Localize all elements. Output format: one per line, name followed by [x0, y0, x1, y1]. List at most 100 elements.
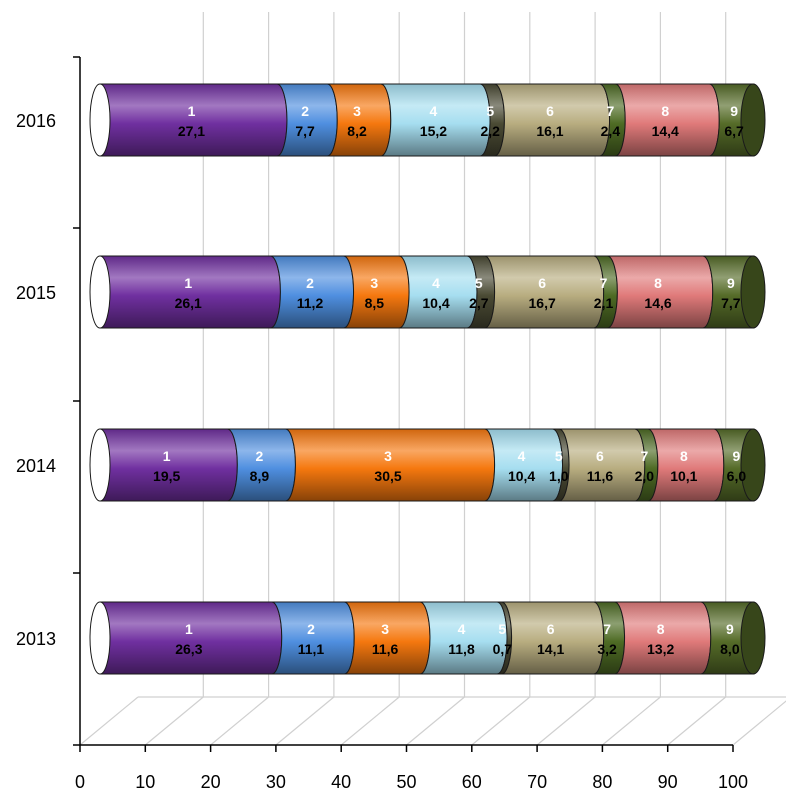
- segment-series-label: 4: [432, 275, 440, 291]
- segment-2014-3: [285, 428, 496, 502]
- segment-series-label: 6: [538, 275, 546, 291]
- segment-series-label: 3: [370, 275, 378, 291]
- segment-value-label: 14,6: [644, 295, 671, 311]
- segment-series-label: 3: [353, 103, 361, 119]
- segment-value-label: 19,5: [153, 468, 180, 484]
- segment-series-label: 8: [680, 448, 688, 464]
- cylinder-end-cap: [740, 428, 766, 502]
- segment-value-label: 16,7: [529, 295, 556, 311]
- segment-value-label: 0,7: [493, 641, 513, 657]
- segment-2013-6: [501, 601, 605, 675]
- segment-series-label: 8: [661, 103, 669, 119]
- x-tick-label: 70: [527, 772, 547, 790]
- segment-2016-6: [494, 83, 611, 157]
- floor-gridline: [210, 696, 269, 746]
- cylinder-end-cap: [740, 255, 766, 329]
- x-tick-label: 40: [331, 772, 351, 790]
- cylinder-end-cap: [740, 83, 766, 157]
- segment-series-label: 5: [555, 448, 563, 464]
- bar-2015: [89, 255, 766, 329]
- floor-gridline: [144, 696, 204, 746]
- cylinder-left-edge: [89, 83, 101, 157]
- segment-value-label: 11,1: [298, 641, 325, 657]
- segment-series-label: 1: [163, 448, 171, 464]
- segment-series-label: 7: [640, 448, 648, 464]
- segment-2016-8: [615, 83, 720, 157]
- segment-2016-3: [327, 83, 392, 157]
- segment-value-label: 8,9: [250, 468, 270, 484]
- segment-2016-1: [99, 83, 288, 157]
- segment-series-label: 1: [188, 103, 196, 119]
- segment-value-label: 7,7: [721, 295, 741, 311]
- segment-value-label: 11,6: [587, 468, 614, 484]
- segment-value-label: 14,1: [537, 641, 564, 657]
- floor-gridline: [275, 696, 335, 746]
- segment-series-label: 2: [301, 103, 309, 119]
- segment-series-label: 4: [518, 448, 526, 464]
- floor-gridline: [602, 696, 661, 746]
- x-tick-label: 0: [75, 772, 85, 790]
- segment-series-label: 7: [606, 103, 614, 119]
- segment-series-label: 9: [727, 275, 735, 291]
- segment-series-label: 5: [498, 621, 506, 637]
- segment-value-label: 8,0: [720, 641, 740, 657]
- x-tick-label: 30: [266, 772, 286, 790]
- segment-series-label: 7: [603, 621, 611, 637]
- cylinder-end-cap: [740, 601, 766, 675]
- segment-2013-2: [271, 601, 355, 675]
- floor-gridline: [79, 696, 139, 746]
- segment-series-label: 5: [486, 103, 494, 119]
- segment-series-label: 4: [430, 103, 438, 119]
- segment-series-label: 1: [184, 275, 192, 291]
- segment-2014-4: [484, 428, 564, 502]
- segment-2013-1: [99, 601, 283, 675]
- x-tick-label: 60: [462, 772, 482, 790]
- segment-value-label: 26,1: [175, 295, 202, 311]
- segment-2015-2: [270, 255, 355, 329]
- segment-2013-8: [614, 601, 712, 675]
- bars: [89, 83, 766, 675]
- floor-gridline: [406, 696, 465, 746]
- cylinder-left-edge: [89, 601, 101, 675]
- segment-value-label: 10,4: [422, 295, 449, 311]
- segment-value-label: 26,3: [175, 641, 202, 657]
- floor-gridline: [340, 696, 400, 746]
- bar-2014: [89, 428, 766, 502]
- segment-series-label: 4: [458, 621, 466, 637]
- segment-2014-6: [558, 428, 646, 502]
- segment-value-label: 8,5: [365, 295, 385, 311]
- bar-2016: [89, 83, 766, 157]
- bar-2013: [89, 601, 766, 675]
- segment-value-label: 1,0: [549, 468, 569, 484]
- segment-value-label: 11,2: [297, 295, 324, 311]
- x-tick-label: 80: [592, 772, 612, 790]
- segment-2015-6: [484, 255, 605, 329]
- floor-gridline: [732, 700, 786, 746]
- segment-value-label: 3,2: [597, 641, 617, 657]
- cylinder-left-edge: [89, 255, 101, 329]
- segment-series-label: 7: [600, 275, 608, 291]
- y-tick-label: 2016: [16, 111, 56, 131]
- segment-series-label: 2: [255, 448, 263, 464]
- y-tick-label: 2014: [16, 456, 56, 476]
- segment-series-label: 3: [384, 448, 392, 464]
- floor-gridline: [667, 696, 727, 746]
- segment-value-label: 2,2: [480, 123, 500, 139]
- segment-series-label: 9: [733, 448, 741, 464]
- segment-value-label: 6,0: [727, 468, 747, 484]
- x-tick-label: 100: [718, 772, 748, 790]
- segment-series-label: 3: [381, 621, 389, 637]
- segment-2013-3: [344, 601, 431, 675]
- segment-series-label: 2: [307, 621, 315, 637]
- segment-value-label: 15,2: [420, 123, 447, 139]
- segment-2014-1: [99, 428, 238, 502]
- segment-series-label: 8: [657, 621, 665, 637]
- segment-value-label: 6,7: [724, 123, 744, 139]
- axes: 0 10 20 30 40 50 60 70 80 90 100 2013 2014 2015 2016: [16, 56, 748, 790]
- segment-value-label: 13,2: [647, 641, 674, 657]
- segment-2016-4: [380, 83, 491, 157]
- segment-2014-2: [227, 428, 296, 502]
- segment-value-label: 14,4: [652, 123, 679, 139]
- segment-series-label: 8: [654, 275, 662, 291]
